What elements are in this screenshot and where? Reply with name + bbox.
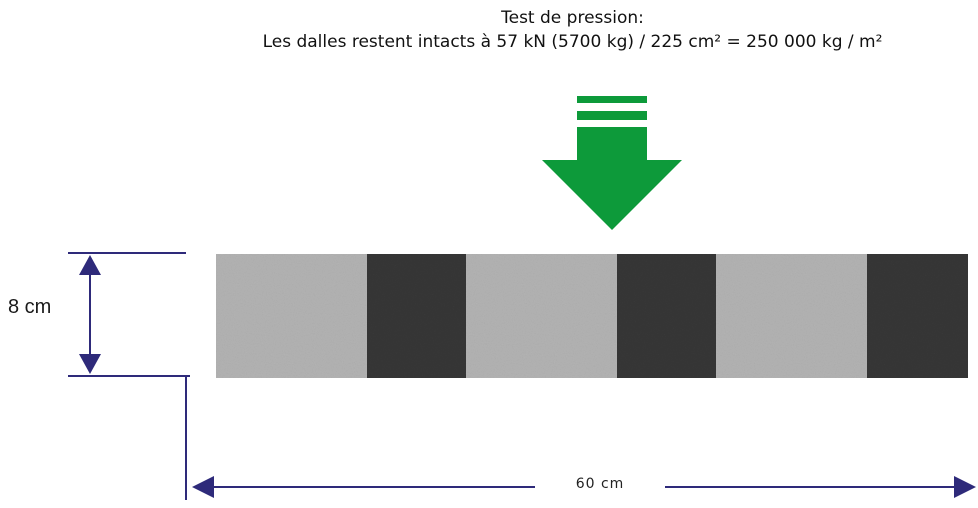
arrow-bar-top: [577, 96, 647, 103]
tile-stripe: [216, 254, 367, 378]
tile-stripe: [617, 254, 716, 378]
arrow-head: [542, 127, 682, 230]
height-arrow-up: [79, 255, 101, 275]
arrow-bar-middle: [577, 111, 647, 120]
title-block: Test de pression: Les dalles restent int…: [0, 6, 978, 54]
height-arrow-down: [79, 354, 101, 374]
tile-stripe: [466, 254, 617, 378]
tile-section: [216, 254, 968, 378]
height-label: 8 cm: [8, 296, 52, 318]
height-dimension: [68, 252, 190, 377]
down-arrow-icon: [542, 96, 682, 230]
width-arrow-left: [192, 476, 214, 498]
tile-stripe: [367, 254, 466, 378]
title-line-2: Les dalles restent intacts à 57 kN (5700…: [262, 32, 883, 52]
title-line-1: Test de pression:: [501, 8, 644, 28]
width-arrow-right: [954, 476, 976, 498]
tile-stripe: [867, 254, 968, 378]
tile-stripe: [716, 254, 867, 378]
width-label: 60 cm: [535, 476, 665, 492]
